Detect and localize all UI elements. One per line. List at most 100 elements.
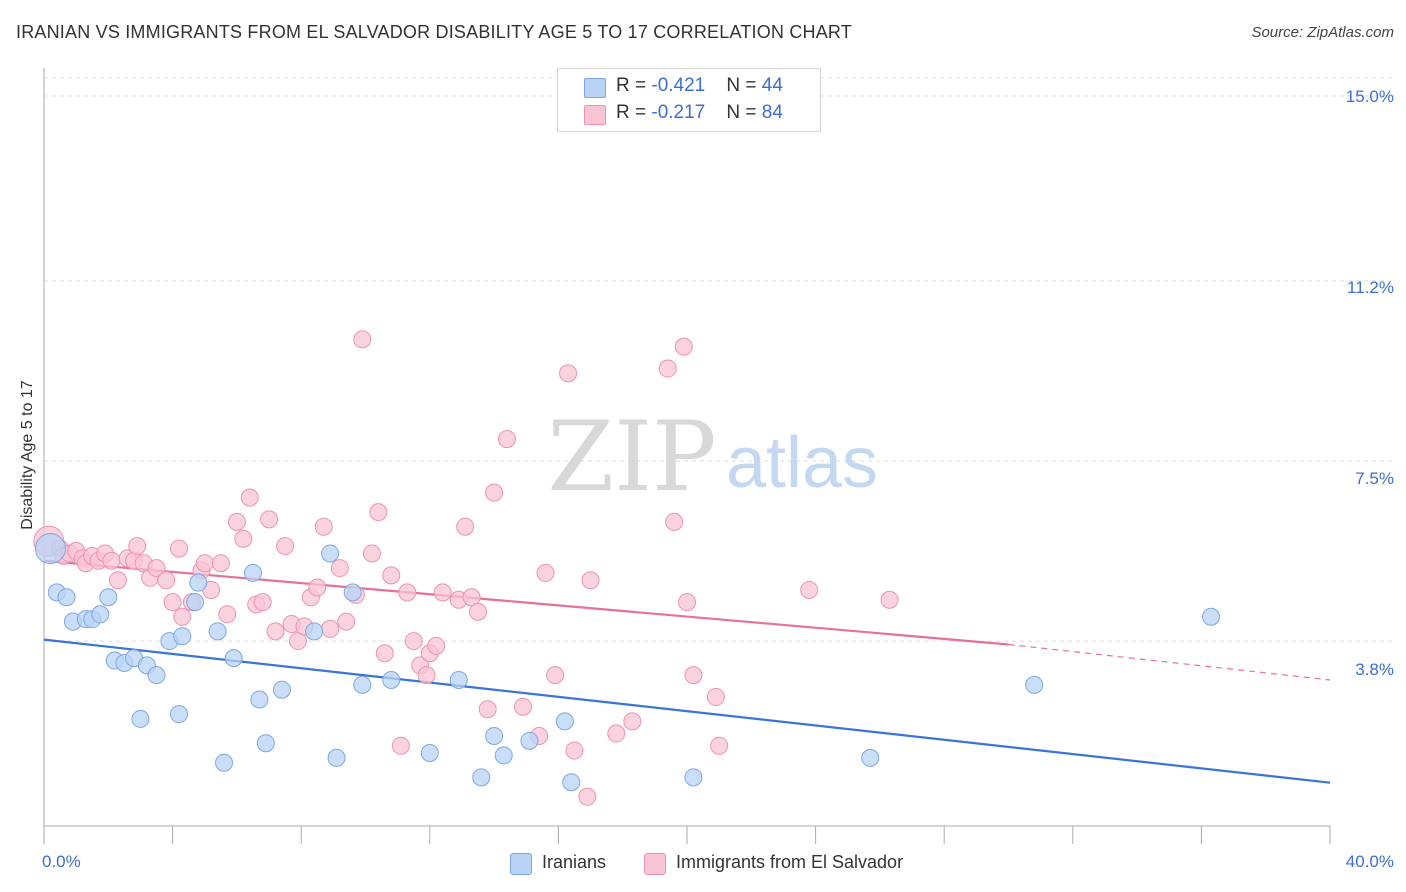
- iranians-point: [250, 690, 269, 709]
- iranians-point: [382, 671, 401, 689]
- salvador-point: [514, 697, 533, 716]
- iranians-point: [57, 588, 76, 607]
- r-value: -0.421: [651, 75, 706, 96]
- salvador-point: [253, 593, 272, 612]
- salvador-point: [684, 666, 703, 685]
- chart-title: IRANIAN VS IMMIGRANTS FROM EL SALVADOR D…: [16, 22, 852, 42]
- iranians-point: [562, 773, 581, 792]
- legend-label: Iranians: [542, 852, 607, 872]
- salvador-point: [398, 583, 417, 602]
- salvador-point: [559, 364, 578, 383]
- iranians-point: [272, 680, 291, 699]
- salvador-point: [260, 510, 279, 529]
- iranians-point: [173, 627, 192, 646]
- iranians-point: [343, 583, 362, 602]
- salvador-point: [362, 544, 381, 563]
- iranians-point: [327, 748, 346, 767]
- salvador-point: [710, 736, 729, 755]
- y-tick-label: 11.2%: [1347, 278, 1394, 297]
- gridlines: [44, 77, 1392, 642]
- salvador-point: [266, 622, 285, 641]
- salvador-point: [880, 590, 899, 609]
- salvador-point: [674, 337, 693, 356]
- iranians-point: [494, 746, 513, 765]
- salvador-point: [665, 512, 684, 531]
- iranians-point: [1025, 675, 1044, 694]
- salvador-point: [658, 359, 677, 378]
- n-value: 84: [761, 102, 783, 123]
- correlation-legend: R = -0.421 N = 44 R = -0.217 N = 84: [557, 68, 821, 132]
- iranians-point: [449, 671, 468, 689]
- iranians-point: [1202, 607, 1221, 626]
- axes: [43, 68, 1331, 844]
- iranians-point: [305, 622, 324, 641]
- salvador-point: [375, 644, 394, 663]
- iranians-point: [353, 675, 372, 694]
- salvador-point: [706, 688, 725, 707]
- salvador-point: [337, 612, 356, 631]
- iranians-point: [186, 593, 205, 612]
- iranians-point: [520, 731, 539, 750]
- salvador-point: [234, 529, 253, 548]
- salvador-point: [433, 583, 452, 602]
- salvador-point: [478, 700, 497, 719]
- salvador-point: [382, 566, 401, 585]
- iranians-swatch: [510, 853, 532, 875]
- salvador-point: [369, 503, 388, 522]
- salvador-point: [404, 632, 423, 651]
- watermark-zip: ZIP: [547, 401, 716, 513]
- n-label: N =: [726, 75, 762, 96]
- salvador-point: [456, 517, 475, 536]
- salvador-point: [240, 488, 259, 507]
- salvador-point: [800, 580, 819, 599]
- salvador-point: [678, 593, 696, 612]
- salvador-point: [536, 563, 555, 582]
- salvador-point: [623, 712, 642, 731]
- iranians-point: [34, 533, 66, 565]
- watermark-atlas: atlas: [726, 423, 878, 503]
- y-tick-label: 15.0%: [1345, 87, 1394, 106]
- r-value: -0.217: [651, 102, 706, 123]
- salvador-point: [227, 512, 246, 531]
- series-legend: Iranians Immigrants from El Salvador: [0, 852, 1406, 878]
- salvador-point: [546, 666, 565, 685]
- y-tick-label: 3.8%: [1355, 660, 1394, 679]
- source-credit: Source: ZipAtlas.com: [1251, 24, 1394, 41]
- iranians-point: [215, 753, 234, 772]
- salvador-point: [581, 571, 600, 590]
- salvador-point: [218, 605, 237, 624]
- iranians-point: [684, 768, 703, 787]
- salvador-point: [565, 741, 584, 760]
- salvador-point: [147, 559, 166, 578]
- salvador-point: [108, 571, 127, 590]
- iranians-point: [99, 588, 118, 607]
- salvador-point: [128, 537, 147, 556]
- iranians-point: [861, 748, 880, 767]
- salvador-point: [195, 554, 214, 573]
- salvador-point: [314, 517, 333, 536]
- salvador-point: [330, 559, 349, 578]
- y-tick-label: 7.5%: [1355, 469, 1394, 488]
- iranians-point: [256, 734, 275, 753]
- x-tick-label-right: 40.0%: [1345, 852, 1394, 871]
- salvador-point: [308, 578, 327, 597]
- data-points: [33, 330, 1221, 806]
- r-label: R =: [616, 102, 652, 123]
- salvador-swatch: [584, 105, 606, 125]
- salvador-point: [353, 330, 372, 349]
- n-label: N =: [726, 102, 762, 123]
- salvador-point: [321, 619, 340, 638]
- salvador-point: [391, 736, 410, 755]
- iranians-point: [321, 544, 340, 563]
- iranians-point: [420, 744, 439, 762]
- salvador-point: [276, 537, 295, 556]
- iranians-point: [208, 622, 227, 641]
- iranians-point: [555, 712, 574, 731]
- iranians-point: [131, 709, 150, 728]
- salvador-point: [469, 602, 488, 621]
- salvador-point: [578, 787, 597, 806]
- salvador-point: [163, 593, 182, 612]
- salvador-point: [427, 636, 446, 655]
- salvador-point: [170, 539, 189, 558]
